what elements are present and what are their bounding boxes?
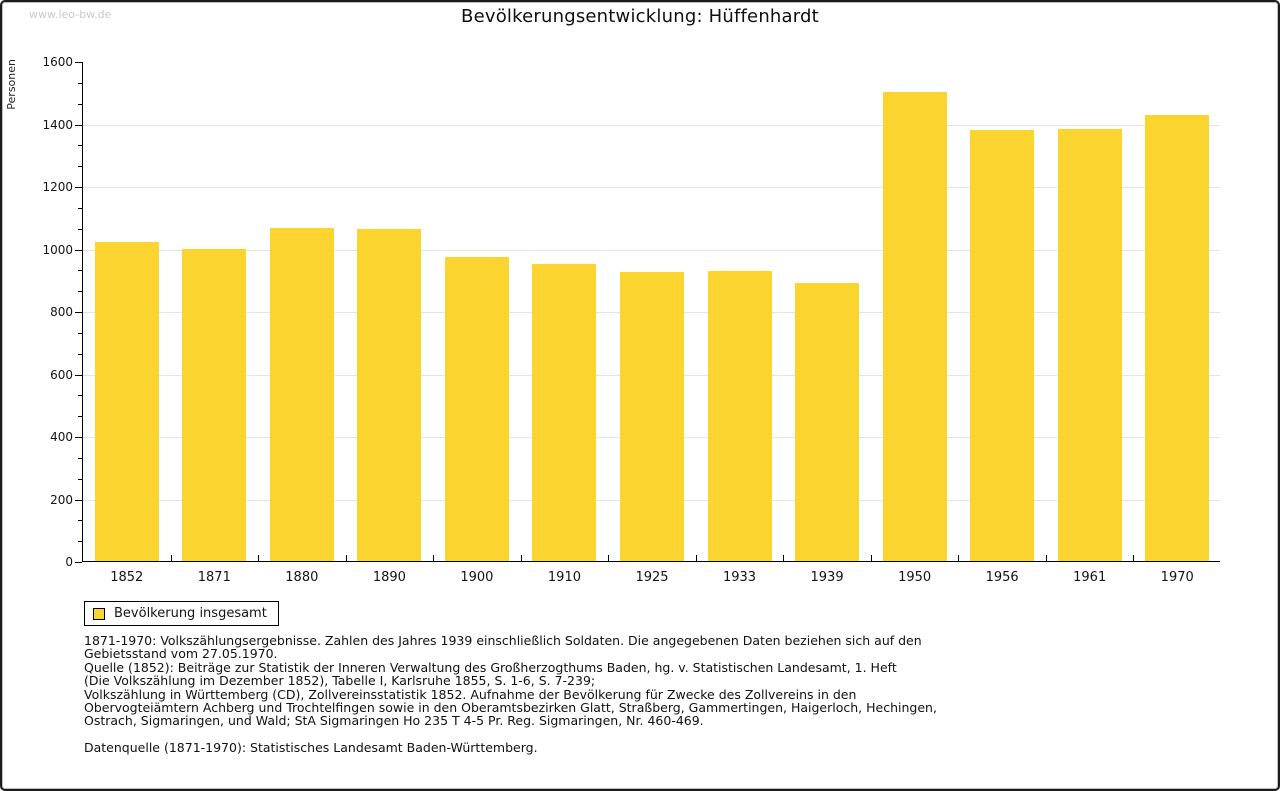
y-tick-label: 1200 [42, 180, 73, 194]
bar-1871 [182, 249, 247, 561]
y-axis-minor-tick [78, 395, 82, 397]
x-tick-label: 1950 [898, 570, 932, 585]
y-axis-minor-tick [78, 541, 82, 543]
footnote-line: Ostrach, Sigmaringen, und Wald; StA Sigm… [84, 713, 704, 729]
footnotes: 1871-1970: Volkszählungsergebnisse. Zahl… [84, 633, 1214, 755]
gridline [83, 124, 1220, 126]
x-axis-tick [958, 555, 960, 561]
bar-1852 [94, 241, 159, 561]
x-tick-label: 1890 [372, 570, 406, 585]
bar-1900 [444, 256, 509, 561]
x-axis-tick [1133, 555, 1135, 561]
y-axis-tick [75, 62, 82, 63]
y-tick-label: 400 [50, 430, 73, 444]
y-axis-tick [75, 124, 82, 126]
y-tick-label: 200 [50, 492, 73, 507]
y-axis-tick [75, 312, 82, 313]
bar-1961 [1057, 128, 1122, 561]
bar-1880 [269, 227, 334, 561]
x-tick-label: 1880 [285, 570, 319, 585]
y-axis-title: Personen [5, 59, 18, 110]
x-axis-tick [345, 555, 347, 561]
y-tick-label: 600 [50, 367, 73, 382]
y-axis-minor-tick [78, 478, 82, 480]
y-axis-minor-tick [78, 166, 82, 168]
plot-area: 0 200 400 600 800 1000 1200 1400 1600 1852 1871 188… [42, 55, 1220, 585]
gridline [83, 187, 1220, 188]
watermark: www.leo-bw.de [29, 8, 112, 21]
x-tick-label: 1910 [547, 570, 581, 585]
footnote-line: Quelle (1852): Beiträge zur Statistik de… [84, 659, 897, 675]
y-axis-minor-tick [78, 457, 82, 459]
footnote-line: Obervogteiämtern Achberg und Trochtelfin… [84, 700, 937, 716]
bar-1970 [1145, 115, 1210, 561]
footnote-line: (Die Volkszählung im Dezember 1852), Tab… [84, 673, 596, 689]
legend-label: Bevölkerung insgesamt [114, 606, 267, 621]
bar-1910 [532, 264, 597, 561]
x-axis-tick [170, 555, 172, 561]
legend: Bevölkerung insgesamt [84, 601, 279, 626]
y-tick-label: 1000 [42, 242, 73, 257]
y-axis-tick [75, 187, 82, 188]
y-axis-tick [75, 249, 82, 251]
y-axis-tick [75, 562, 82, 563]
y-axis-minor-tick [78, 416, 82, 418]
y-axis-minor-tick [78, 270, 82, 272]
y-axis-minor-tick [78, 145, 82, 147]
bar-1925 [620, 271, 684, 561]
y-axis-minor-tick [78, 353, 82, 355]
footnote-line: Gebietsstand vom 27.05.1970. [84, 646, 278, 662]
x-axis-tick [258, 555, 260, 561]
x-tick-label: 1852 [110, 570, 144, 585]
bar-1956 [970, 130, 1035, 561]
x-tick-label: 1939 [810, 570, 844, 585]
x-tick-label: 1933 [722, 570, 757, 585]
bar-1950 [882, 92, 947, 561]
datasource-line: Datenquelle (1871-1970): Statistisches L… [84, 739, 538, 755]
y-axis-minor-tick [78, 332, 82, 334]
x-axis-tick [783, 555, 785, 561]
x-axis-tick [433, 555, 435, 561]
x-axis-tick [1045, 555, 1047, 561]
x-axis-tick [870, 555, 872, 561]
x-axis-tick [608, 555, 610, 561]
gridline [83, 249, 1220, 251]
y-axis-minor-tick [78, 207, 82, 209]
y-axis-tick [75, 437, 82, 438]
y-tick-label: 0 [65, 555, 73, 569]
bar-1933 [707, 271, 772, 561]
y-axis-minor-tick [78, 228, 82, 230]
y-tick-label: 800 [50, 305, 73, 319]
bar-1890 [357, 229, 422, 561]
y-axis-tick [75, 374, 82, 376]
y-tick-label: 1400 [42, 117, 73, 132]
x-tick-label: 1900 [460, 570, 494, 585]
y-axis-minor-tick [78, 82, 82, 84]
y-axis-tick [75, 499, 82, 501]
y-tick-label: 1600 [42, 55, 73, 69]
bar-1939 [795, 282, 860, 561]
footnote-line: Volkszählung in Württemberg (CD), Zollve… [84, 686, 857, 702]
x-axis-tick [695, 555, 697, 561]
footnote-line: 1871-1970: Volkszählungsergebnisse. Zahl… [84, 633, 922, 648]
x-tick-label: 1961 [1073, 570, 1107, 585]
y-axis-minor-tick [78, 291, 82, 293]
x-tick-label: 1956 [985, 570, 1019, 585]
chart-title: Bevölkerungsentwicklung: Hüffenhardt [461, 6, 819, 27]
x-axis-tick [520, 555, 522, 561]
y-axis-minor-tick [78, 103, 82, 105]
legend-swatch-icon [93, 607, 105, 620]
x-tick-label: 1871 [197, 570, 231, 585]
x-tick-label: 1925 [635, 570, 669, 585]
y-axis-minor-tick [78, 520, 82, 522]
x-tick-label: 1970 [1160, 570, 1194, 585]
